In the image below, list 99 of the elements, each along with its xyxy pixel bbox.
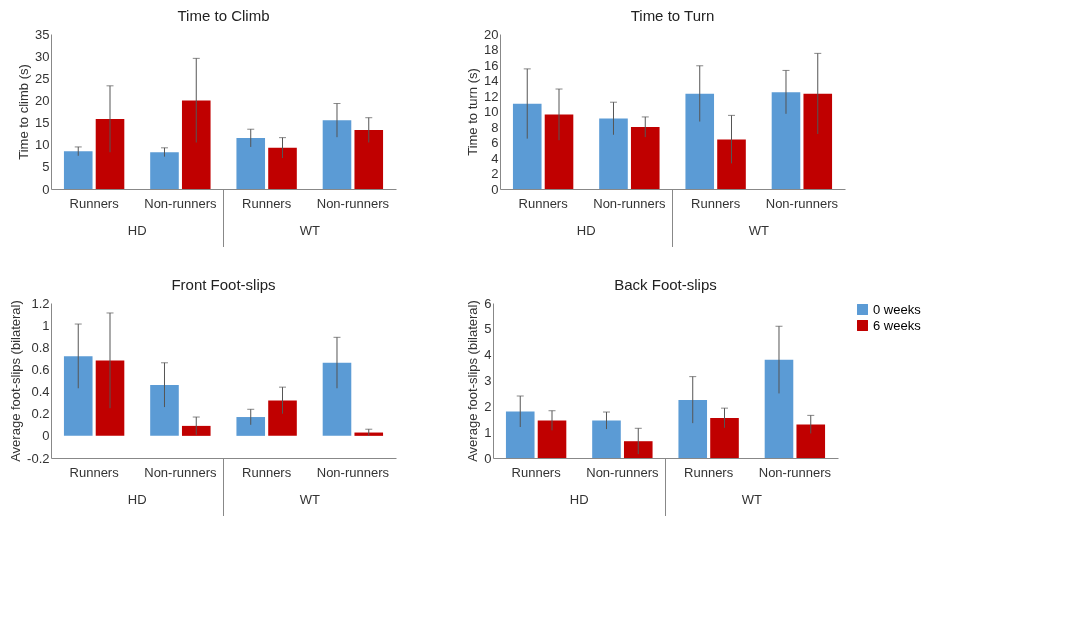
bar <box>95 119 125 189</box>
bar <box>181 425 211 436</box>
legend-label: 0 weeks <box>873 301 922 317</box>
bar <box>181 100 211 189</box>
bar <box>764 359 794 458</box>
y-axis-title: Time to turn (s) <box>465 68 481 156</box>
bar <box>236 138 266 189</box>
x-tick-label: Non-runners <box>316 195 390 211</box>
text: WT <box>299 223 320 238</box>
x-tick-label: Runners <box>691 195 741 211</box>
y-tick-label: 20 <box>35 92 50 108</box>
x-tick-label: Runners <box>518 195 569 211</box>
y-tick-label: 16 <box>484 57 499 73</box>
bar <box>592 420 621 458</box>
y-tick-label: 1 <box>484 424 492 440</box>
y-tick-label: 25 <box>35 70 50 86</box>
chart-title: Time to Turn <box>630 7 715 24</box>
y-tick-label: 35 <box>35 26 50 42</box>
bar <box>95 360 125 436</box>
bar <box>268 400 297 436</box>
bar <box>512 103 542 189</box>
text: HD <box>576 223 596 238</box>
bar <box>599 118 628 189</box>
y-tick-label: 10 <box>484 104 499 119</box>
x-tick-label: Runners <box>242 195 292 211</box>
bar <box>322 120 352 189</box>
bar <box>771 92 801 189</box>
x-tick-label: Non-runners <box>593 195 666 211</box>
chart-title: Front Foot-slips <box>171 276 276 293</box>
bar <box>685 93 715 189</box>
y-tick-label: 0.4 <box>31 384 50 400</box>
x-tick-label: Runners <box>511 464 562 480</box>
bar <box>544 114 574 189</box>
bar <box>63 151 93 189</box>
y-tick-label: 8 <box>491 119 499 135</box>
text: WT <box>299 492 320 507</box>
text: HD <box>127 492 147 507</box>
bar <box>623 441 653 458</box>
y-axis-title: Average foot-slips (bilateral) <box>8 300 24 462</box>
x-tick-label: Non-runners <box>758 464 832 480</box>
y-tick-label: 14 <box>484 73 499 88</box>
y-tick-label: 0 <box>491 181 499 197</box>
x-tick-label: Non-runners <box>316 464 390 480</box>
x-tick-label: Non-runners <box>144 464 217 480</box>
y-tick-label: 1.2 <box>31 295 50 311</box>
y-tick-label: 6 <box>484 295 492 311</box>
x-tick-label: Non-runners <box>144 195 217 211</box>
x-tick-label: Non-runners <box>586 464 659 480</box>
text: WT <box>748 223 769 238</box>
y-tick-label: 0.6 <box>31 361 50 377</box>
x-tick-label: Runners <box>242 464 292 480</box>
bar <box>354 130 384 189</box>
bar <box>268 147 297 189</box>
y-tick-label: 0 <box>484 450 492 466</box>
y-tick-label: 12 <box>484 88 499 104</box>
bar <box>717 139 746 189</box>
bar <box>796 424 826 458</box>
legend-label: 6 weeks <box>873 317 922 333</box>
bar <box>710 417 739 458</box>
y-tick-label: -0.2 <box>27 450 50 466</box>
y-tick-label: 5 <box>484 321 492 337</box>
y-tick-label: 0 <box>42 428 50 444</box>
y-tick-label: 1 <box>42 317 50 333</box>
y-tick-label: 20 <box>484 26 499 42</box>
y-tick-label: 2 <box>491 166 499 181</box>
y-tick-label: 30 <box>35 48 50 64</box>
y-axis-title: Average foot-slips (bilateral) <box>465 300 481 462</box>
text: HD <box>127 223 147 238</box>
y-tick-label: 0.2 <box>31 406 50 422</box>
x-tick-label: Runners <box>69 464 120 480</box>
bar <box>236 417 266 436</box>
bar <box>322 362 352 436</box>
y-tick-label: 0.8 <box>31 339 50 355</box>
y-tick-label: 4 <box>484 347 492 363</box>
chart-title: Time to Climb <box>177 7 270 24</box>
y-tick-label: 18 <box>484 42 499 57</box>
y-axis-title: Time to climb (s) <box>16 64 32 160</box>
text: WT <box>741 492 762 507</box>
y-tick-label: 3 <box>484 373 492 388</box>
bar <box>678 399 708 458</box>
y-tick-label: 6 <box>491 135 499 150</box>
chart-title: Back Foot-slips <box>614 276 717 293</box>
y-tick-label: 5 <box>42 159 50 175</box>
bar <box>803 93 833 189</box>
bar <box>537 420 567 458</box>
bar <box>630 127 660 189</box>
bar <box>505 411 535 458</box>
x-tick-label: Runners <box>69 195 120 211</box>
x-tick-label: Non-runners <box>765 195 839 211</box>
y-tick-label: 0 <box>42 181 50 197</box>
bar <box>150 384 179 436</box>
y-tick-label: 4 <box>491 150 499 166</box>
bar <box>150 152 179 189</box>
y-tick-label: 2 <box>484 398 492 414</box>
x-tick-label: Runners <box>684 464 734 480</box>
text: HD <box>569 492 589 507</box>
bar <box>63 356 93 436</box>
y-tick-label: 15 <box>35 115 50 131</box>
y-tick-label: 10 <box>35 137 50 153</box>
